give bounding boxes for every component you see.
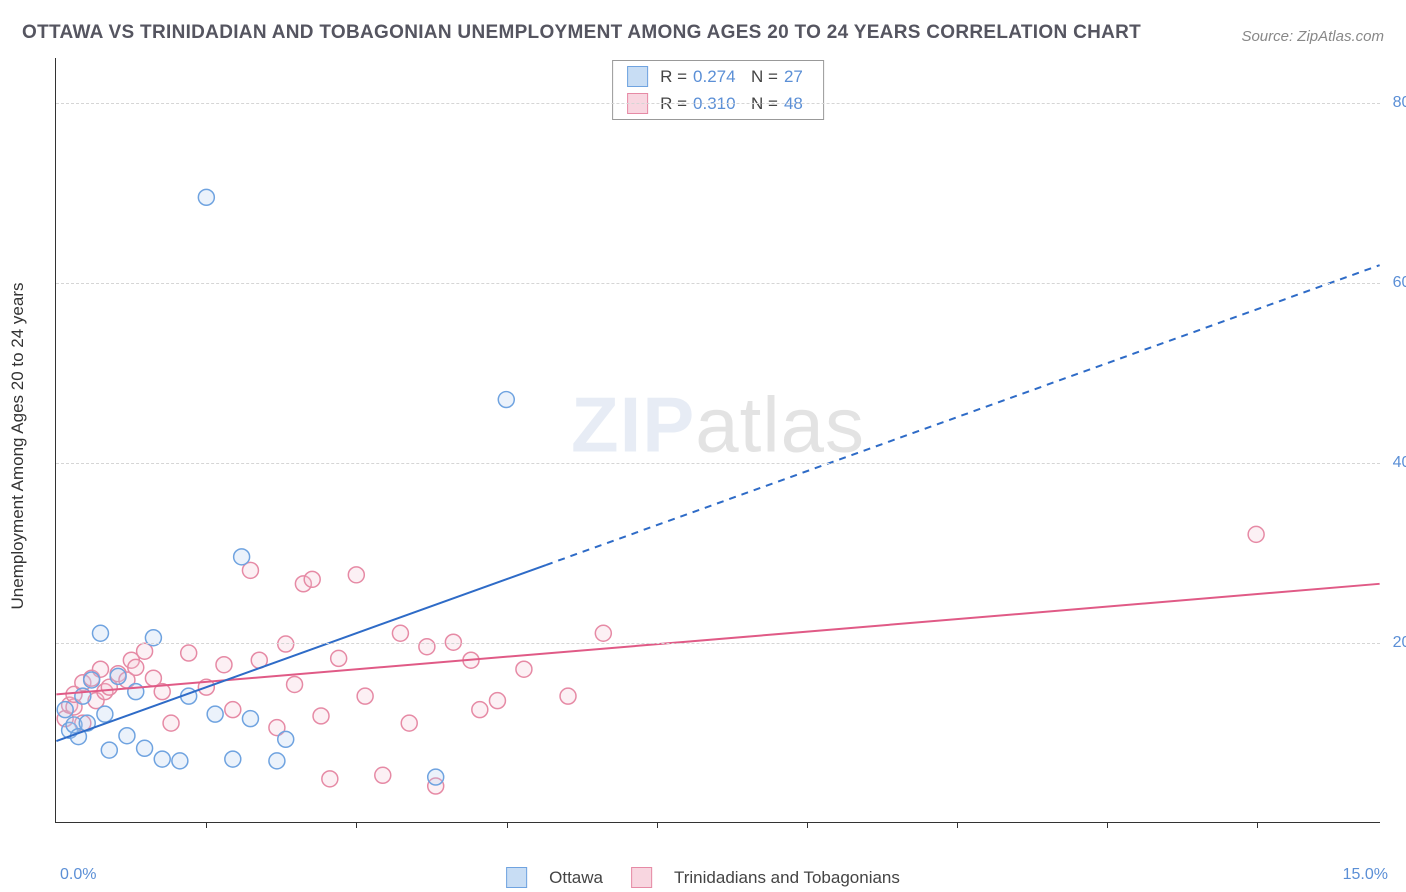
x-tick (657, 822, 658, 828)
x-tick (507, 822, 508, 828)
scatter-point (75, 688, 91, 704)
source-attribution: Source: ZipAtlas.com (1241, 28, 1384, 45)
scatter-point (357, 688, 373, 704)
x-axis-max-label: 15.0% (1343, 866, 1388, 884)
scatter-point (560, 688, 576, 704)
gridline (56, 283, 1380, 284)
scatter-point (419, 639, 435, 655)
x-tick (807, 822, 808, 828)
x-tick (1107, 822, 1108, 828)
regression-line (56, 584, 1379, 695)
scatter-point (1248, 526, 1264, 542)
scatter-point (516, 661, 532, 677)
scatter-point (242, 711, 258, 727)
legend-label: Ottawa (549, 868, 603, 888)
series-legend: Ottawa Trinidadians and Tobagonians (506, 867, 900, 888)
y-tick-label: 60.0% (1388, 274, 1406, 292)
scatter-point (128, 684, 144, 700)
x-tick (206, 822, 207, 828)
scatter-point (154, 751, 170, 767)
scatter-point (119, 728, 135, 744)
scatter-point (216, 657, 232, 673)
chart-title: OTTAWA VS TRINIDADIAN AND TOBAGONIAN UNE… (22, 22, 1141, 44)
scatter-point (92, 625, 108, 641)
plot-svg (56, 58, 1380, 822)
x-tick (957, 822, 958, 828)
scatter-point (278, 731, 294, 747)
scatter-point (198, 189, 214, 205)
legend-label: Trinidadians and Tobagonians (674, 868, 900, 888)
scatter-point (375, 767, 391, 783)
scatter-point (313, 708, 329, 724)
chart-container: OTTAWA VS TRINIDADIAN AND TOBAGONIAN UNE… (0, 0, 1406, 892)
scatter-point (181, 645, 197, 661)
scatter-point (137, 740, 153, 756)
scatter-point (304, 571, 320, 587)
scatter-point (84, 672, 100, 688)
scatter-point (595, 625, 611, 641)
scatter-point (401, 715, 417, 731)
scatter-point (287, 676, 303, 692)
swatch-icon (631, 867, 652, 888)
scatter-point (331, 650, 347, 666)
scatter-point (57, 702, 73, 718)
swatch-icon (506, 867, 527, 888)
scatter-point (225, 702, 241, 718)
scatter-point (110, 668, 126, 684)
x-tick (1257, 822, 1258, 828)
gridline (56, 643, 1380, 644)
scatter-point (172, 753, 188, 769)
regression-line-extrapolated (546, 265, 1380, 565)
scatter-point (269, 753, 285, 769)
scatter-point (128, 659, 144, 675)
scatter-point (428, 769, 444, 785)
scatter-point (498, 392, 514, 408)
y-tick-label: 20.0% (1388, 634, 1406, 652)
scatter-point (278, 636, 294, 652)
x-tick (356, 822, 357, 828)
scatter-point (207, 706, 223, 722)
y-axis-title: Unemployment Among Ages 20 to 24 years (8, 283, 28, 610)
scatter-point (489, 693, 505, 709)
scatter-point (392, 625, 408, 641)
y-tick-label: 80.0% (1388, 94, 1406, 112)
gridline (56, 103, 1380, 104)
plot-area: ZIPatlas R = 0.274 N = 27 R = 0.310 N = … (55, 58, 1380, 823)
y-tick-label: 40.0% (1388, 454, 1406, 472)
gridline (56, 463, 1380, 464)
scatter-point (234, 549, 250, 565)
scatter-point (101, 742, 117, 758)
scatter-point (97, 706, 113, 722)
scatter-point (348, 567, 364, 583)
scatter-point (322, 771, 338, 787)
legend-item-ottawa: Ottawa (506, 867, 603, 888)
x-axis-min-label: 0.0% (60, 866, 96, 884)
scatter-point (225, 751, 241, 767)
legend-item-tt: Trinidadians and Tobagonians (631, 867, 900, 888)
scatter-point (472, 702, 488, 718)
scatter-point (163, 715, 179, 731)
